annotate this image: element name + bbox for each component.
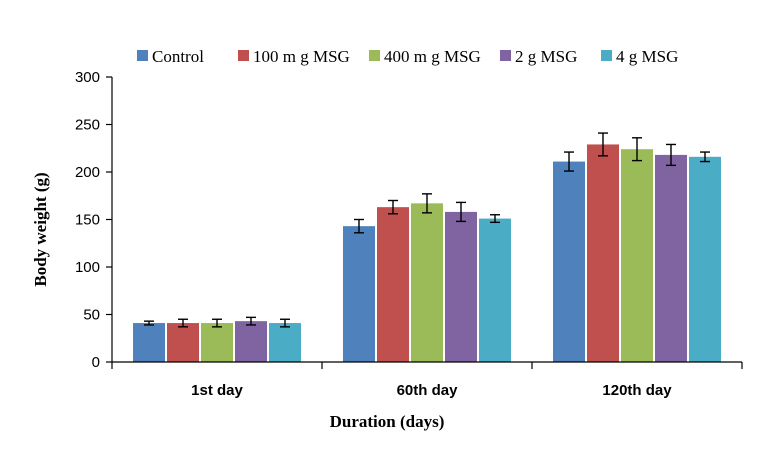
x-category-label: 120th day <box>602 382 672 399</box>
legend-swatch <box>601 50 612 61</box>
error-bars-layer <box>144 132 710 328</box>
bar <box>343 226 375 362</box>
bar <box>655 154 687 362</box>
legend-swatch <box>238 50 249 61</box>
legend-label: Control <box>152 47 204 66</box>
y-axis-title: Body weight (g) <box>31 172 50 286</box>
bar <box>411 203 443 362</box>
bar <box>377 207 409 362</box>
bar <box>133 323 165 362</box>
legend: Control 100 m g MSG 400 m g MSG 2 g MSG 4 g … <box>137 47 678 66</box>
y-tick-label: 300 <box>75 69 100 86</box>
x-axis-title: Duration (days) <box>330 412 445 431</box>
y-tick-label: 50 <box>83 307 100 324</box>
legend-label: 4 g MSG <box>616 47 678 66</box>
bar <box>445 211 477 362</box>
bar <box>235 321 267 362</box>
bar <box>201 323 233 362</box>
legend-label: 2 g MSG <box>515 47 577 66</box>
x-category-label: 60th day <box>397 382 459 399</box>
y-tick-label: 150 <box>75 212 100 229</box>
legend-swatch <box>500 50 511 61</box>
bar <box>479 218 511 362</box>
x-axis-ticks: 1st day 60th day 120th day <box>111 362 743 399</box>
legend-label: 100 m g MSG <box>253 47 350 66</box>
y-tick-label: 250 <box>75 117 100 134</box>
bar <box>587 144 619 362</box>
legend-swatch <box>137 50 148 61</box>
bar <box>689 156 721 362</box>
legend-label: 400 m g MSG <box>384 47 481 66</box>
bar <box>621 149 653 362</box>
y-tick-label: 0 <box>92 354 100 371</box>
bar <box>167 323 199 362</box>
legend-swatch <box>369 50 380 61</box>
y-tick-label: 100 <box>75 259 100 276</box>
y-tick-label: 200 <box>75 164 100 181</box>
bars-layer <box>133 144 721 362</box>
y-axis-ticks: 0 50 100 150 200 250 300 <box>75 69 112 371</box>
bar <box>269 323 301 362</box>
x-category-label: 1st day <box>191 382 243 399</box>
bar <box>553 161 585 362</box>
